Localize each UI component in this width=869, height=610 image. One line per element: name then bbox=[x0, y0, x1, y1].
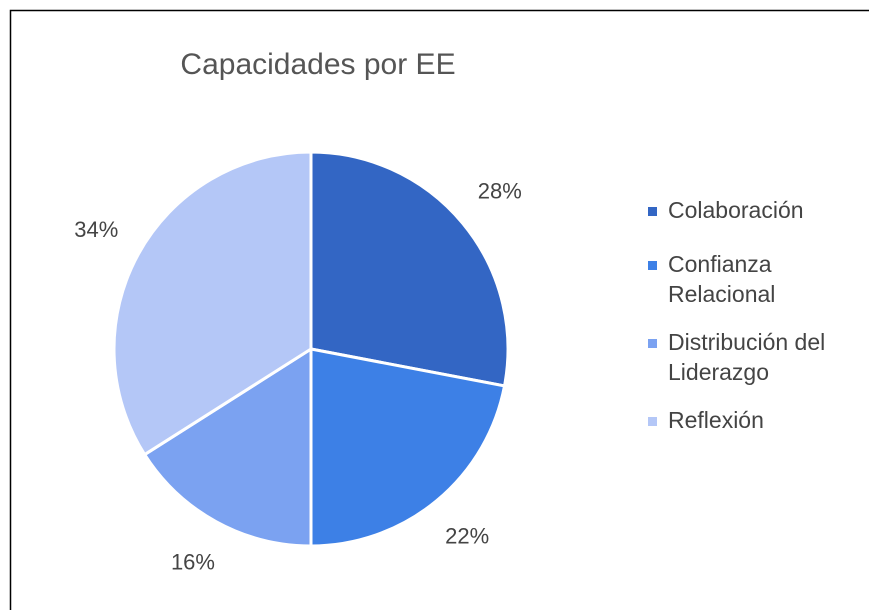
legend: Colaboración Confianza Relacional Distribu… bbox=[648, 195, 866, 459]
legend-swatch bbox=[648, 417, 657, 426]
frame bbox=[9, 9, 869, 610]
legend-item: Reflexión bbox=[648, 405, 866, 435]
data-label: 34% bbox=[74, 217, 118, 242]
data-label: 16% bbox=[171, 550, 215, 575]
data-label: 28% bbox=[478, 179, 522, 204]
legend-label: Colaboración bbox=[668, 197, 804, 223]
legend-item: Confianza Relacional bbox=[648, 249, 866, 309]
pie-slice bbox=[112, 150, 313, 457]
pie-slice bbox=[142, 346, 313, 548]
chart-title: Capacidades por EE bbox=[180, 48, 455, 81]
data-label: 22% bbox=[445, 524, 489, 549]
legend-label: Confianza Relacional bbox=[668, 251, 776, 307]
legend-item: Colaboración bbox=[648, 195, 866, 225]
pie-slice bbox=[309, 150, 510, 388]
legend-swatch bbox=[648, 261, 657, 270]
pie-slice bbox=[309, 347, 507, 548]
legend-swatch bbox=[648, 207, 657, 216]
legend-swatch bbox=[648, 339, 657, 348]
legend-label: Distribución del Liderazgo bbox=[668, 329, 826, 385]
legend-label: Reflexión bbox=[668, 407, 764, 433]
legend-item: Distribución del Liderazgo bbox=[648, 327, 866, 387]
